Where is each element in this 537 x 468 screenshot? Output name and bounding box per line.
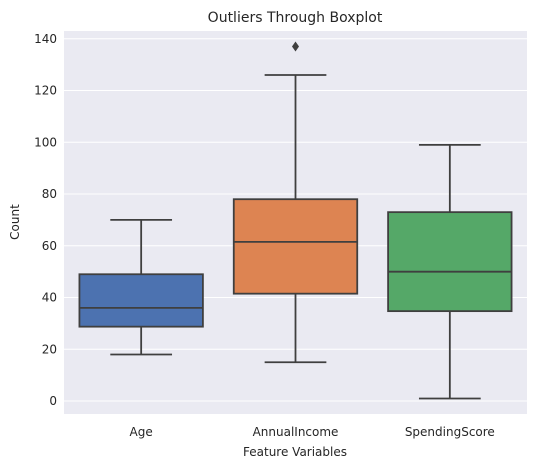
y-tick-label: 140 (34, 32, 57, 46)
outlier-point (292, 41, 299, 52)
box-group-0 (78, 219, 204, 356)
iqr-box (232, 198, 359, 295)
x-tick-label: Age (130, 425, 153, 439)
y-tick-label: 80 (42, 187, 57, 201)
y-tick-label: 0 (49, 394, 57, 408)
y-tick-label: 20 (42, 342, 57, 356)
y-tick-label: 60 (42, 239, 57, 253)
iqr-box (78, 273, 204, 328)
y-tick-label: 40 (42, 291, 57, 305)
iqr-box (387, 211, 513, 313)
y-tick-labels: 0 20 40 60 80 100 120 140 (34, 32, 57, 408)
y-axis-label: Count (8, 204, 22, 240)
y-tick-label: 120 (34, 84, 57, 98)
box-series (78, 41, 513, 400)
x-tick-labels: Age AnnualIncome SpendingScore (130, 425, 495, 439)
box-group-2 (387, 143, 513, 400)
box-group-1 (232, 41, 359, 364)
y-tick-label: 100 (34, 135, 57, 149)
chart-title: Outliers Through Boxplot (208, 10, 383, 26)
x-tick-label: AnnualIncome (253, 425, 339, 439)
x-tick-label: SpendingScore (405, 425, 495, 439)
x-axis-label: Feature Variables (243, 445, 347, 459)
